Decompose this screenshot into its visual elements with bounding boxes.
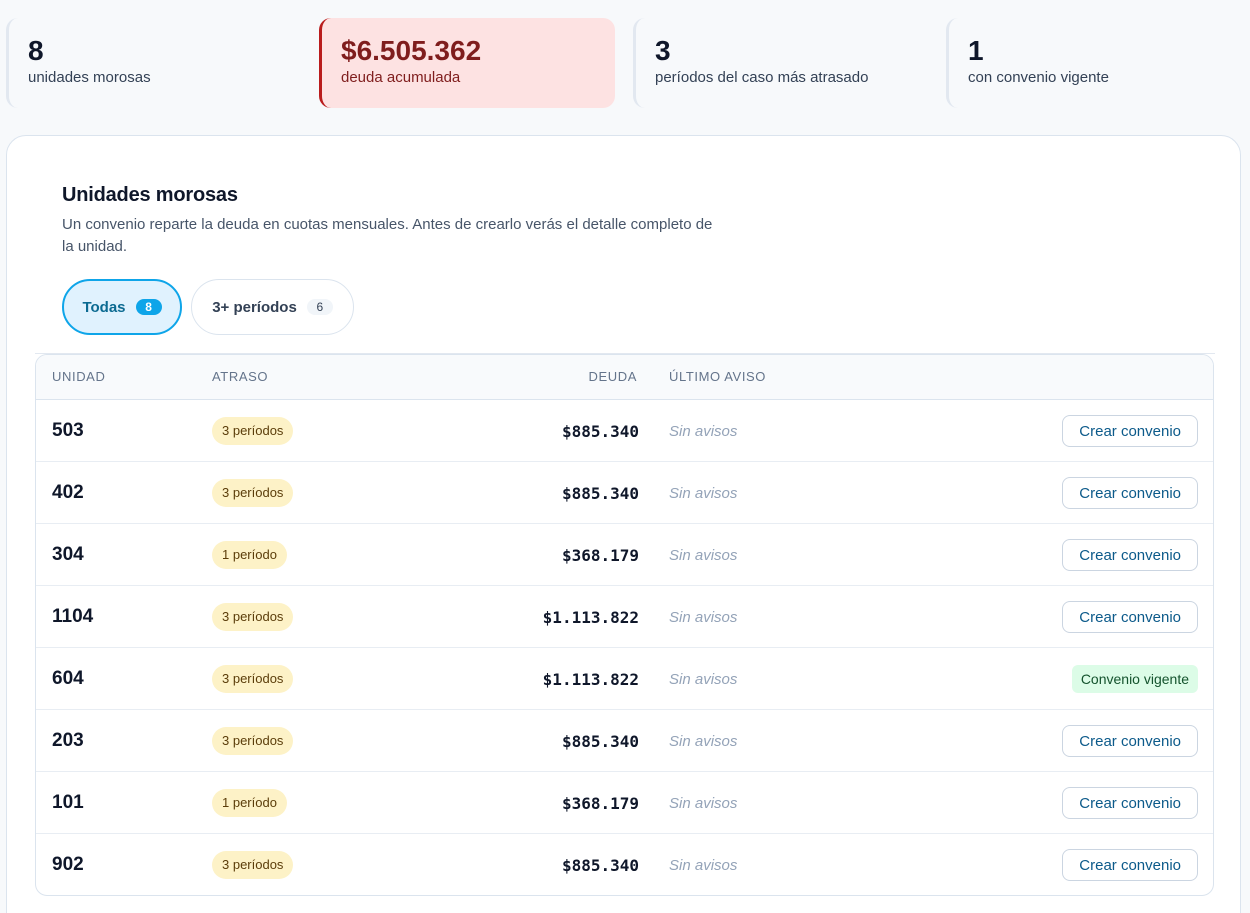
table-row: 203 3 períodos $885.340 Sin avisos Crear… bbox=[36, 710, 1213, 772]
atraso-cell: 3 períodos bbox=[212, 834, 294, 895]
divider bbox=[35, 353, 1215, 354]
atraso-badge: 3 períodos bbox=[212, 417, 294, 445]
filter-label: Todas bbox=[82, 298, 126, 316]
atraso-cell: 3 períodos bbox=[212, 400, 294, 462]
column-header-deuda: Deuda bbox=[588, 369, 637, 384]
ultimo-aviso: Sin avisos bbox=[669, 732, 738, 750]
unit-number: 503 bbox=[52, 420, 84, 441]
action-cell: Crear convenio bbox=[1062, 772, 1198, 834]
morosas-panel: Unidades morosas Un convenio reparte la … bbox=[6, 135, 1241, 913]
unit-number: 604 bbox=[52, 668, 84, 689]
stat-card-morosas: 8 unidades morosas bbox=[6, 18, 300, 108]
stat-value: 1 bbox=[968, 35, 984, 66]
action-cell: Crear convenio bbox=[1062, 524, 1198, 586]
unit-number: 1104 bbox=[52, 606, 94, 627]
stats-bar: 8 unidades morosas $6.505.362 deuda acum… bbox=[0, 0, 1250, 130]
action-cell: Crear convenio bbox=[1062, 710, 1198, 772]
stat-label: unidades morosas bbox=[28, 69, 151, 86]
table-body: 503 3 períodos $885.340 Sin avisos Crear… bbox=[36, 400, 1213, 895]
ultimo-aviso: Sin avisos bbox=[669, 546, 738, 564]
debt-amount: $885.340 bbox=[561, 731, 639, 751]
debt-amount: $1.113.822 bbox=[542, 607, 639, 627]
unit-number: 902 bbox=[52, 854, 84, 875]
column-header-ultimo-aviso: Último aviso bbox=[669, 369, 767, 384]
atraso-badge: 3 períodos bbox=[212, 603, 294, 631]
table-row: 902 3 períodos $885.340 Sin avisos Crear… bbox=[36, 834, 1213, 895]
crear-convenio-button[interactable]: Crear convenio bbox=[1062, 725, 1198, 757]
panel-title: Unidades morosas bbox=[62, 184, 238, 206]
debt-amount: $368.179 bbox=[561, 793, 639, 813]
atraso-cell: 1 período bbox=[212, 524, 287, 586]
atraso-badge: 3 períodos bbox=[212, 727, 294, 755]
crear-convenio-button[interactable]: Crear convenio bbox=[1062, 601, 1198, 633]
ultimo-aviso: Sin avisos bbox=[669, 608, 738, 626]
atraso-cell: 3 períodos bbox=[212, 586, 294, 648]
convenio-vigente-badge: Convenio vigente bbox=[1071, 665, 1198, 693]
column-header-atraso: Atraso bbox=[212, 369, 269, 384]
ultimo-aviso: Sin avisos bbox=[669, 794, 738, 812]
atraso-badge: 3 períodos bbox=[212, 479, 294, 507]
unit-number: 101 bbox=[52, 792, 84, 813]
stat-card-periodos: 3 períodos del caso más atrasado bbox=[633, 18, 927, 108]
ultimo-aviso: Sin avisos bbox=[669, 484, 738, 502]
atraso-badge: 1 período bbox=[212, 541, 287, 569]
stat-label: con convenio vigente bbox=[968, 69, 1109, 86]
unit-number: 203 bbox=[52, 730, 84, 751]
table-row: 503 3 períodos $885.340 Sin avisos Crear… bbox=[36, 400, 1213, 462]
unit-number: 304 bbox=[52, 544, 84, 565]
action-cell: Crear convenio bbox=[1062, 400, 1198, 462]
atraso-cell: 1 período bbox=[212, 772, 287, 834]
crear-convenio-button[interactable]: Crear convenio bbox=[1062, 539, 1198, 571]
crear-convenio-button[interactable]: Crear convenio bbox=[1062, 477, 1198, 509]
action-cell: Crear convenio bbox=[1062, 462, 1198, 524]
action-cell: Convenio vigente bbox=[1071, 648, 1198, 710]
atraso-badge: 1 período bbox=[212, 789, 287, 817]
stat-card-convenio: 1 con convenio vigente bbox=[946, 18, 1240, 108]
crear-convenio-button[interactable]: Crear convenio bbox=[1062, 787, 1198, 819]
debt-amount: $368.179 bbox=[561, 545, 639, 565]
debt-amount: $885.340 bbox=[561, 483, 639, 503]
table-header: Unidad Atraso Deuda Último aviso bbox=[36, 355, 1213, 400]
action-cell: Crear convenio bbox=[1062, 834, 1198, 895]
column-header-unidad: Unidad bbox=[52, 369, 106, 384]
stat-label: deuda acumulada bbox=[341, 69, 461, 86]
action-cell: Crear convenio bbox=[1062, 586, 1198, 648]
atraso-cell: 3 períodos bbox=[212, 462, 294, 524]
unit-number: 402 bbox=[52, 482, 84, 503]
stat-label: períodos del caso más atrasado bbox=[655, 69, 869, 86]
debt-amount: $885.340 bbox=[561, 421, 639, 441]
crear-convenio-button[interactable]: Crear convenio bbox=[1062, 849, 1198, 881]
panel-description: Un convenio reparte la deuda en cuotas m… bbox=[62, 216, 713, 255]
filter-count-badge: 8 bbox=[135, 299, 162, 315]
stat-value: 3 bbox=[655, 35, 671, 66]
table-row: 604 3 períodos $1.113.822 Sin avisos Con… bbox=[36, 648, 1213, 710]
stat-card-deuda: $6.505.362 deuda acumulada bbox=[319, 18, 615, 108]
atraso-cell: 3 períodos bbox=[212, 710, 294, 772]
ultimo-aviso: Sin avisos bbox=[669, 670, 738, 688]
table-row: 101 1 período $368.179 Sin avisos Crear … bbox=[36, 772, 1213, 834]
atraso-cell: 3 períodos bbox=[212, 648, 294, 710]
filter-todas[interactable]: Todas 8 bbox=[62, 279, 182, 335]
table-row: 304 1 período $368.179 Sin avisos Crear … bbox=[36, 524, 1213, 586]
atraso-badge: 3 períodos bbox=[212, 665, 294, 693]
stat-value: $6.505.362 bbox=[341, 35, 482, 66]
ultimo-aviso: Sin avisos bbox=[669, 856, 738, 874]
filter-count-badge: 6 bbox=[306, 299, 333, 315]
atraso-badge: 3 períodos bbox=[212, 851, 294, 879]
stat-value: 8 bbox=[28, 35, 44, 66]
table-row: 1104 3 períodos $1.113.822 Sin avisos Cr… bbox=[36, 586, 1213, 648]
debt-amount: $1.113.822 bbox=[542, 669, 639, 689]
filter-3-plus-periodos[interactable]: 3+ períodos 6 bbox=[191, 279, 354, 335]
table-row: 402 3 períodos $885.340 Sin avisos Crear… bbox=[36, 462, 1213, 524]
crear-convenio-button[interactable]: Crear convenio bbox=[1062, 415, 1198, 447]
ultimo-aviso: Sin avisos bbox=[669, 422, 738, 440]
filter-label: 3+ períodos bbox=[212, 298, 297, 316]
morosas-table: Unidad Atraso Deuda Último aviso 503 3 p… bbox=[35, 354, 1214, 896]
debt-amount: $885.340 bbox=[561, 855, 639, 875]
